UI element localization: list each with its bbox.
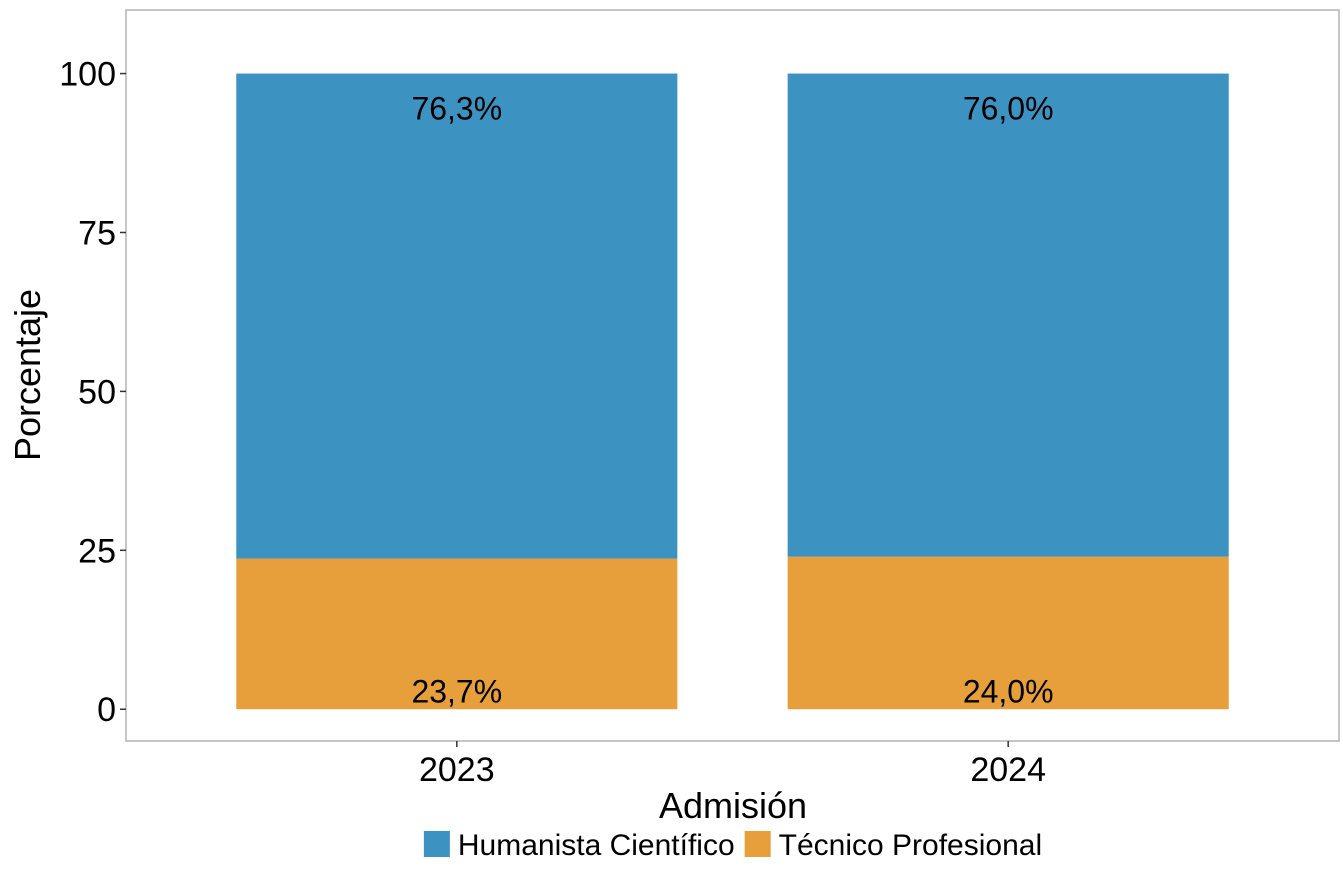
bar-value-label: 76,0% bbox=[963, 91, 1054, 127]
bar-labels-group: 23,7% 76,3% 24,0% 76,0% bbox=[411, 91, 1053, 710]
legend-entry-label: Técnico Profesional bbox=[779, 829, 1042, 862]
y-tick-label: 50 bbox=[78, 373, 116, 411]
y-tick-label: 25 bbox=[78, 532, 116, 570]
bar-2024-humanista bbox=[787, 73, 1229, 557]
y-axis: 0 25 50 75 100 bbox=[59, 56, 126, 729]
bar-2024-tecnico bbox=[787, 556, 1229, 710]
y-tick-label: 100 bbox=[59, 56, 116, 94]
x-tick-label: 2023 bbox=[419, 751, 495, 789]
bar-2023-tecnico bbox=[236, 558, 678, 710]
x-tick-label: 2024 bbox=[970, 751, 1046, 789]
legend: Humanista Científico Técnico Profesional bbox=[423, 829, 1042, 862]
y-tick-label: 75 bbox=[78, 214, 116, 252]
x-axis-title: Admisión bbox=[659, 785, 807, 826]
legend-swatch bbox=[744, 831, 771, 857]
bars-group bbox=[236, 73, 1229, 710]
legend-entry-label: Humanista Científico bbox=[458, 829, 735, 862]
bar-value-label: 23,7% bbox=[411, 673, 502, 709]
x-axis: 2023 2024 bbox=[419, 741, 1046, 789]
legend-swatch bbox=[423, 831, 450, 857]
y-tick-label: 0 bbox=[97, 691, 116, 729]
y-axis-title: Porcentaje bbox=[7, 289, 48, 461]
bar-value-label: 24,0% bbox=[963, 673, 1054, 709]
bar-value-label: 76,3% bbox=[411, 91, 502, 127]
bar-2023-humanista bbox=[236, 73, 678, 559]
